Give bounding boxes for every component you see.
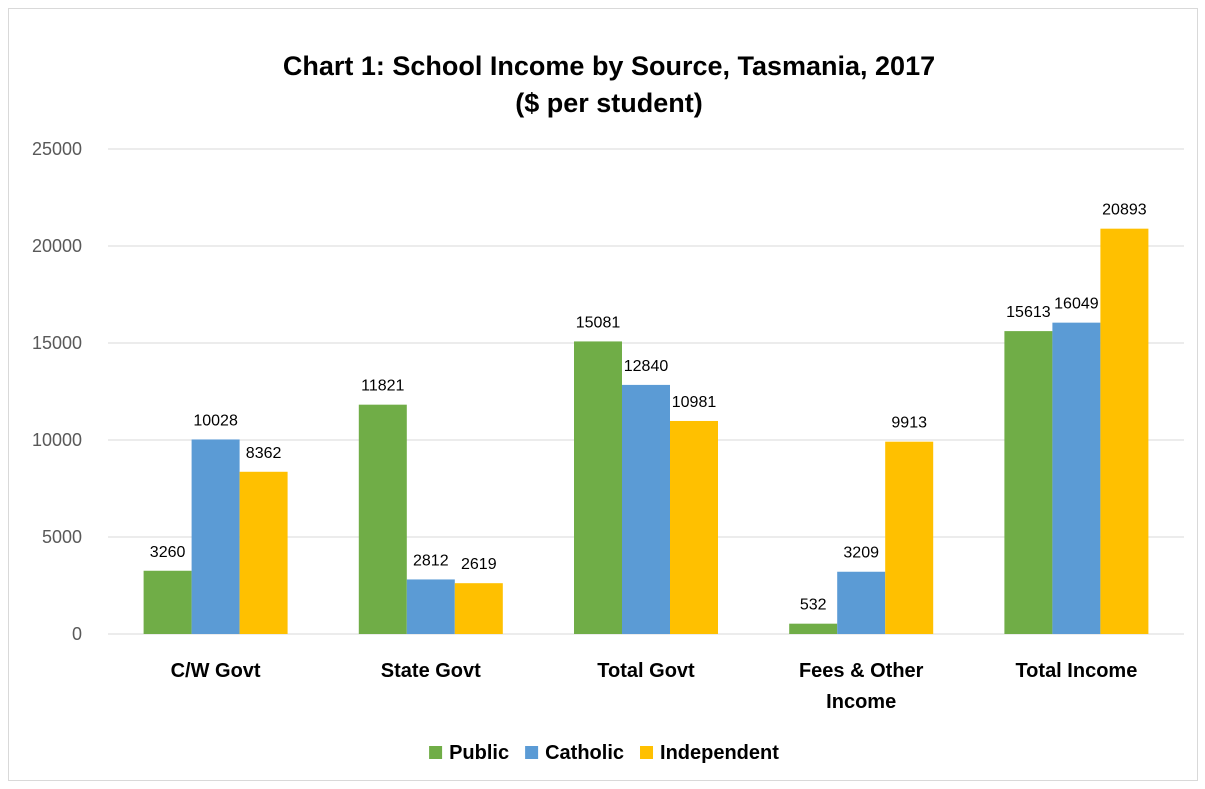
x-tick-label: State Govt bbox=[381, 660, 481, 682]
x-tick-label: Fees & Other bbox=[799, 660, 924, 682]
legend-label-independent: Independent bbox=[660, 742, 779, 764]
data-label: 2619 bbox=[461, 556, 497, 573]
y-tick-label: 25000 bbox=[32, 139, 82, 159]
y-axis-tick-labels: 0 5000 10000 15000 20000 25000 bbox=[32, 139, 82, 644]
bar-independent bbox=[670, 420, 718, 634]
y-tick-label: 5000 bbox=[42, 527, 82, 547]
chart-svg: Chart 1: School Income by Source, Tasman… bbox=[32, 51, 1184, 764]
y-tick-label: 20000 bbox=[32, 236, 82, 256]
x-tick-label: C/W Govt bbox=[171, 660, 261, 682]
data-label: 3209 bbox=[843, 545, 879, 562]
bar-catholic bbox=[837, 571, 886, 634]
data-labels: 3260 10028 8362 11821 2812 2619 15081 12840 1098… bbox=[150, 202, 1147, 614]
legend-label-catholic: Catholic bbox=[545, 742, 624, 764]
data-label: 15613 bbox=[1006, 304, 1051, 321]
bar-public bbox=[574, 341, 622, 634]
y-tick-label: 10000 bbox=[32, 430, 82, 450]
data-label: 20893 bbox=[1102, 202, 1147, 219]
x-tick-label: Total Income bbox=[1015, 660, 1137, 682]
chart-subtitle: ($ per student) bbox=[515, 88, 703, 118]
bar-public bbox=[1004, 331, 1053, 634]
data-label: 12840 bbox=[624, 358, 669, 375]
bar-independent bbox=[1100, 228, 1149, 635]
legend-swatch-independent bbox=[640, 746, 654, 759]
y-tick-label: 0 bbox=[72, 624, 82, 644]
data-label: 16049 bbox=[1054, 296, 1099, 313]
bars bbox=[143, 228, 1149, 635]
legend-swatch-catholic bbox=[525, 746, 539, 759]
bar-independent bbox=[885, 441, 934, 634]
x-axis-tick-labels: C/W Govt State Govt Total Govt Fees & Other… bbox=[171, 660, 1138, 713]
data-label: 10028 bbox=[193, 412, 238, 429]
data-label: 10981 bbox=[672, 394, 717, 411]
bar-independent bbox=[454, 583, 503, 634]
x-tick-label: Income bbox=[826, 691, 896, 713]
bar-public bbox=[789, 623, 838, 634]
data-label: 2812 bbox=[413, 552, 449, 569]
legend-label-public: Public bbox=[449, 742, 509, 764]
data-label: 8362 bbox=[246, 445, 282, 462]
legend: Public Catholic Independent bbox=[429, 742, 779, 764]
x-tick-label: Total Govt bbox=[597, 660, 695, 682]
data-label: 11821 bbox=[361, 378, 404, 395]
bar-catholic bbox=[622, 384, 670, 634]
bar-catholic bbox=[406, 579, 455, 634]
legend-swatch-public bbox=[429, 746, 443, 759]
data-label: 15081 bbox=[576, 314, 621, 331]
chart-title: Chart 1: School Income by Source, Tasman… bbox=[283, 51, 935, 81]
data-label: 9913 bbox=[891, 415, 927, 432]
y-tick-label: 15000 bbox=[32, 333, 82, 353]
bar-public bbox=[358, 404, 407, 634]
data-label: 532 bbox=[800, 597, 827, 614]
bar-catholic bbox=[1052, 322, 1101, 634]
bar-catholic bbox=[191, 439, 240, 634]
bar-public bbox=[143, 570, 192, 634]
bar-independent bbox=[239, 471, 288, 634]
data-label: 3260 bbox=[150, 544, 186, 561]
chart-container: Chart 1: School Income by Source, Tasman… bbox=[8, 8, 1198, 781]
